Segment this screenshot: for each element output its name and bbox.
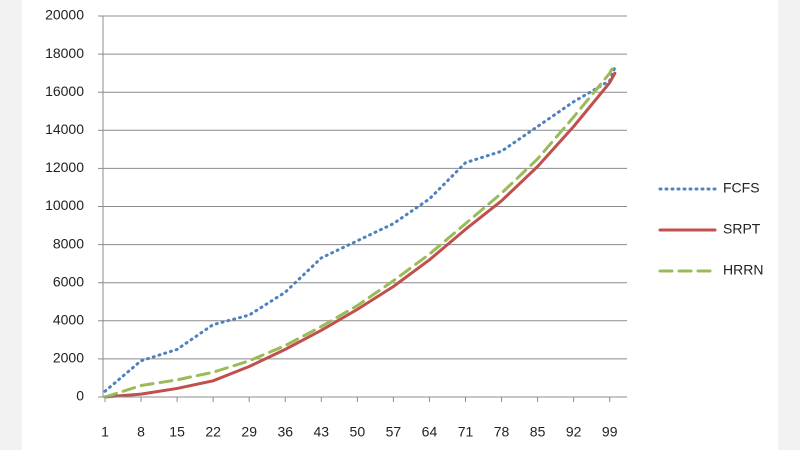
y-tick-label: 6000: [53, 273, 84, 289]
series-line: [103, 62, 617, 399]
y-tick-label: 18000: [45, 45, 84, 61]
legend-label: HRRN: [723, 262, 763, 278]
series-line: [103, 71, 617, 399]
x-tick-label: 15: [169, 424, 185, 440]
side-margin: [778, 0, 800, 450]
x-tick-label: 92: [566, 424, 582, 440]
x-tick-label: 8: [137, 424, 145, 440]
y-tick-label: 4000: [53, 312, 84, 328]
x-tick-label: 99: [602, 424, 618, 440]
y-tick-label: 2000: [53, 350, 84, 366]
y-tick-label: 10000: [45, 197, 84, 213]
x-tick-label: 64: [422, 424, 438, 440]
x-tick-label: 43: [314, 424, 330, 440]
x-tick-label: 29: [241, 424, 257, 440]
x-tick-label: 36: [277, 424, 293, 440]
series-line: [103, 65, 617, 393]
x-tick-label: 71: [458, 424, 474, 440]
y-tick-label: 20000: [45, 7, 84, 23]
x-tick-label: 1: [101, 424, 109, 440]
x-tick-label: 50: [350, 424, 366, 440]
x-tick-label: 78: [494, 424, 510, 440]
y-tick-label: 12000: [45, 159, 84, 175]
x-tick-label: 85: [530, 424, 546, 440]
x-tick-label: 57: [386, 424, 402, 440]
legend-label: SRPT: [723, 221, 761, 237]
x-tick-label: 22: [205, 424, 221, 440]
legend-label: FCFS: [723, 180, 760, 196]
y-tick-label: 16000: [45, 83, 84, 99]
side-margin: [0, 0, 22, 450]
y-tick-label: 14000: [45, 121, 84, 137]
y-tick-label: 0: [76, 388, 84, 404]
y-tick-label: 8000: [53, 235, 84, 251]
